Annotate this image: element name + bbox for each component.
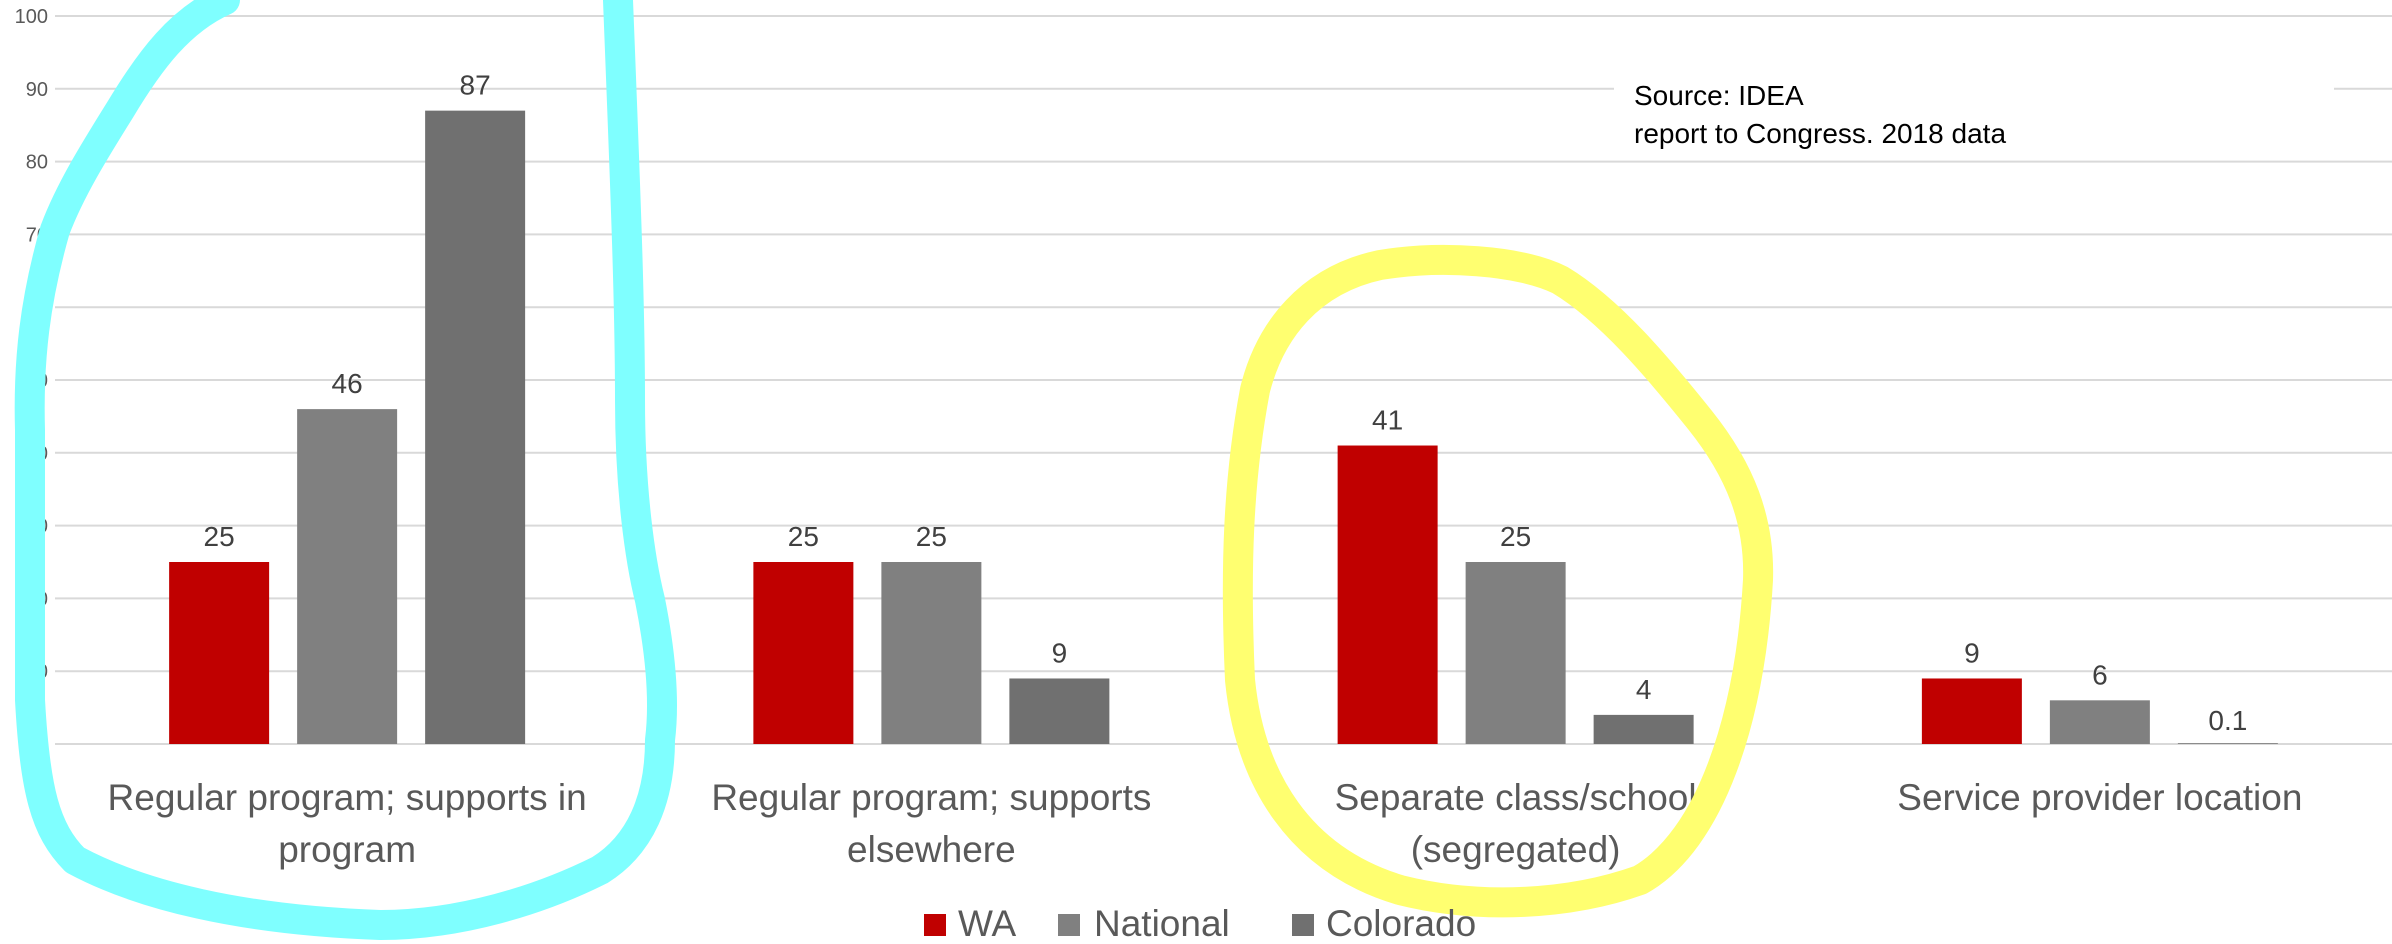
bar-wa xyxy=(753,562,854,744)
category-label: program xyxy=(278,829,416,870)
data-label: 41 xyxy=(1372,405,1403,436)
legend-swatch-colorado xyxy=(1292,914,1314,936)
data-label: 6 xyxy=(2092,659,2108,690)
legend-label-colorado: Colorado xyxy=(1326,903,1476,944)
bar-national xyxy=(881,562,982,744)
data-label: 25 xyxy=(1500,521,1531,552)
cyan-highlight-circle xyxy=(14,0,677,940)
data-label: 4 xyxy=(1636,674,1652,705)
legend-label-national: National xyxy=(1094,903,1230,944)
legend-swatch-wa xyxy=(924,914,946,936)
y-tick-label: 90 xyxy=(26,79,48,101)
bar-wa xyxy=(1921,678,2022,744)
bar-national xyxy=(297,409,398,744)
data-label: 87 xyxy=(460,70,491,101)
category-label: Regular program; supports in xyxy=(108,777,587,818)
source-line-2: report to Congress. 2018 data xyxy=(1634,118,2007,149)
data-label: 25 xyxy=(788,521,819,552)
legend-label-wa: WA xyxy=(958,903,1017,944)
source-annotation: Source: IDEA report to Congress. 2018 da… xyxy=(1614,75,2334,160)
bar-national xyxy=(1465,562,1566,744)
category-label: Service provider location xyxy=(1897,777,2302,818)
bar-colorado xyxy=(425,110,526,744)
source-line-1: Source: IDEA xyxy=(1634,80,1804,111)
category-label: Separate class/school xyxy=(1335,777,1697,818)
data-label: 25 xyxy=(204,521,235,552)
data-label: 9 xyxy=(1052,637,1068,668)
category-label: elsewhere xyxy=(847,829,1016,870)
data-label: 0.1 xyxy=(2208,705,2247,736)
bar-national xyxy=(2049,700,2150,744)
yellow-highlight-circle xyxy=(1222,245,1774,918)
bar-colorado xyxy=(1009,678,1110,744)
bar-colorado xyxy=(1593,714,1694,744)
data-label: 9 xyxy=(1964,637,1980,668)
highlight-strokes xyxy=(14,0,1774,940)
legend: WA National Colorado xyxy=(924,903,1476,944)
data-label: 25 xyxy=(916,521,947,552)
data-label: 46 xyxy=(332,368,363,399)
y-tick-label: 100 xyxy=(15,6,48,28)
category-label: (segregated) xyxy=(1411,829,1621,870)
bars xyxy=(169,110,2278,744)
bar-wa xyxy=(169,562,270,744)
legend-swatch-national xyxy=(1058,914,1080,936)
bar-colorado xyxy=(2177,743,2278,744)
y-tick-label: 80 xyxy=(26,152,48,174)
category-labels: Regular program; supports in program Regul… xyxy=(108,777,2303,870)
category-label: Regular program; supports xyxy=(711,777,1151,818)
bar-wa xyxy=(1337,445,1438,744)
data-labels: 25 46 87 25 25 9 41 25 4 9 6 0.1 xyxy=(204,70,2248,736)
